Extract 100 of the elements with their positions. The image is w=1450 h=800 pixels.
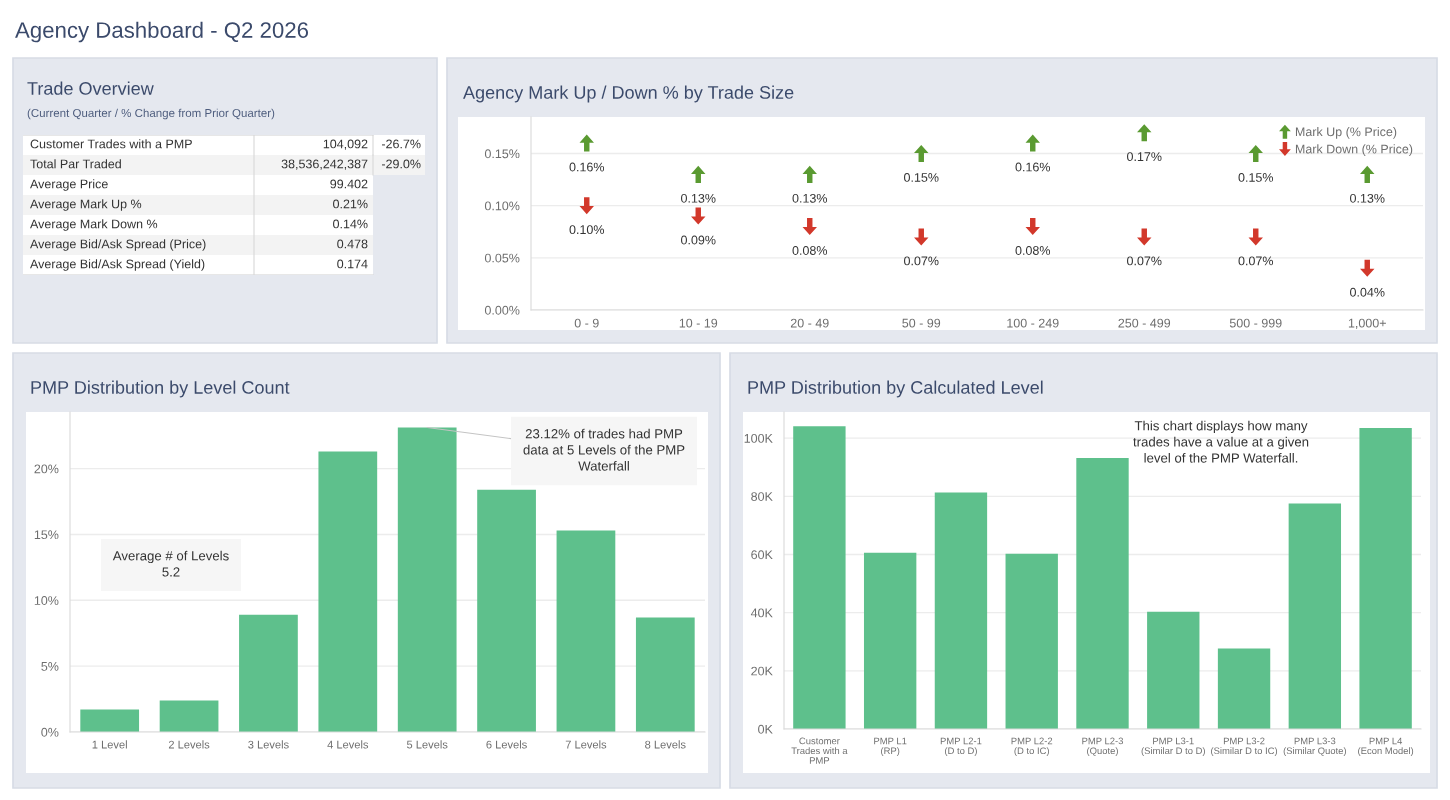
bar xyxy=(477,489,536,732)
category-label: Average Mark Down % xyxy=(30,219,158,231)
point xyxy=(802,218,817,236)
bar xyxy=(1076,457,1129,729)
x-tick-label: 2 Levels xyxy=(168,740,210,749)
x-tick-label: PMP L4 (Econ Model) xyxy=(1358,737,1414,756)
y-tick-label: 40K xyxy=(750,608,773,618)
point xyxy=(1025,134,1040,152)
data-label: 0.17% xyxy=(1127,152,1162,161)
bar xyxy=(863,552,917,729)
y-tick-label: 0.10% xyxy=(484,201,520,211)
bar xyxy=(318,451,378,732)
category-label: Average Bid/Ask Spread (Yield) xyxy=(30,259,205,271)
x-tick-label: 6 Levels xyxy=(486,740,527,749)
text: Trade Overview xyxy=(27,81,154,95)
x-tick-label: PMP L3-1 (Similar D to D) xyxy=(1141,737,1205,756)
text: (Current Quarter / % Change from Prior Quarter) xyxy=(27,108,275,120)
point xyxy=(802,165,817,183)
data-label: -26.7% xyxy=(381,139,421,149)
x-tick-label: PMP L3-3 (Similar Quote) xyxy=(1283,737,1346,756)
point xyxy=(1360,165,1375,183)
y-tick-label: 0.00% xyxy=(484,305,520,315)
x-tick-label: 5 Levels xyxy=(406,740,448,749)
point xyxy=(691,165,706,183)
x-tick-label: 250 - 499 xyxy=(1118,318,1171,328)
data-label: 0.07% xyxy=(904,256,939,266)
data-label: 0.07% xyxy=(1127,256,1162,266)
data-label: 0.09% xyxy=(681,235,716,245)
data-label: 0.14% xyxy=(333,219,368,229)
bar xyxy=(934,492,988,729)
point xyxy=(1248,228,1263,246)
bar xyxy=(239,614,298,732)
y-tick-label: 60K xyxy=(751,550,773,560)
bar xyxy=(556,530,616,732)
x-tick-label: Customer Trades with a PMP xyxy=(791,737,848,764)
x-tick-label: 1 Level xyxy=(92,740,127,749)
chart-title: Agency Mark Up / Down % by Trade Size xyxy=(463,85,794,103)
bar xyxy=(1005,553,1058,729)
bar xyxy=(1217,648,1271,729)
x-tick-label: 50 - 99 xyxy=(902,318,941,328)
x-tick-label: 1,000+ xyxy=(1348,318,1386,329)
x-tick-label: 8 Levels xyxy=(645,740,686,749)
point xyxy=(1025,218,1040,236)
y-tick-label: 20K xyxy=(751,666,773,676)
data-label: 99.402 xyxy=(330,179,368,189)
text: Agency Dashboard - Q2 2026 xyxy=(15,21,309,43)
data-label: 104,092 xyxy=(323,139,368,150)
x-tick-label: 20 - 49 xyxy=(790,318,829,328)
y-tick-label: 20% xyxy=(34,464,59,474)
category-label: Total Par Traded xyxy=(30,159,121,169)
data-label: 38,536,242,387 xyxy=(281,159,368,170)
point xyxy=(914,228,929,246)
data-label: 0.10% xyxy=(569,225,605,235)
point xyxy=(1137,124,1152,142)
x-tick-label: 0 - 9 xyxy=(574,318,599,328)
data-label: 0.07% xyxy=(1238,256,1274,266)
y-tick-label: 100K xyxy=(744,433,773,443)
data-label: 0.04% xyxy=(1350,287,1385,297)
legend-label: Mark Down (% Price) xyxy=(1295,144,1413,156)
data-label: 0.13% xyxy=(681,193,716,203)
annotation: 23.12% of trades had PMP data at 5 Levels of the PMP Waterfall xyxy=(523,428,685,471)
chart-title: PMP Distribution by Calculated Level xyxy=(748,380,1043,398)
y-tick-label: 0.15% xyxy=(484,149,520,159)
x-tick-label: 4 Levels xyxy=(327,740,369,749)
chart-title: PMP Distribution by Level Count xyxy=(31,380,290,398)
y-tick-label: 0.05% xyxy=(484,253,520,263)
point xyxy=(579,134,594,152)
category-label: Average Bid/Ask Spread (Price) xyxy=(30,239,206,251)
data-label: 0.21% xyxy=(333,199,368,209)
legend-label: Mark Up (% Price) xyxy=(1295,127,1397,139)
bar xyxy=(793,426,846,729)
bar xyxy=(1147,611,1200,729)
annotation: This chart displays how many trades have a value at a given level of the PMP Waterfall. xyxy=(1133,420,1309,463)
x-tick-label: PMP L2-1 (D to D) xyxy=(940,737,982,756)
y-tick-label: 80K xyxy=(751,492,773,501)
point xyxy=(691,207,706,225)
category-label: Customer Trades with a PMP xyxy=(30,139,192,149)
bar xyxy=(635,617,695,732)
bar xyxy=(159,700,219,732)
x-tick-label: 100 - 249 xyxy=(1007,318,1059,328)
y-tick-label: 5% xyxy=(41,662,59,671)
bar xyxy=(397,427,457,732)
annotation: Average # of Levels 5.2 xyxy=(112,550,229,577)
x-tick-label: 10 - 19 xyxy=(679,318,718,328)
data-label: 0.13% xyxy=(792,193,828,203)
x-tick-label: 3 Levels xyxy=(248,740,289,749)
data-label: 0.08% xyxy=(1015,246,1051,255)
y-tick-label: 15% xyxy=(34,530,59,540)
y-tick-label: 10% xyxy=(34,596,59,605)
point xyxy=(1360,259,1375,277)
data-label: 0.16% xyxy=(569,162,605,172)
data-label: 0.478 xyxy=(337,239,368,249)
y-tick-label: 0% xyxy=(41,727,59,737)
data-label: -29.0% xyxy=(381,159,421,169)
y-tick-label: 0K xyxy=(758,724,773,734)
x-tick-label: PMP L2-2 (D to IC) xyxy=(1011,737,1053,756)
x-tick-label: 7 Levels xyxy=(565,740,607,749)
bar xyxy=(80,709,140,732)
bar xyxy=(1359,428,1412,729)
data-label: 0.15% xyxy=(904,173,939,182)
